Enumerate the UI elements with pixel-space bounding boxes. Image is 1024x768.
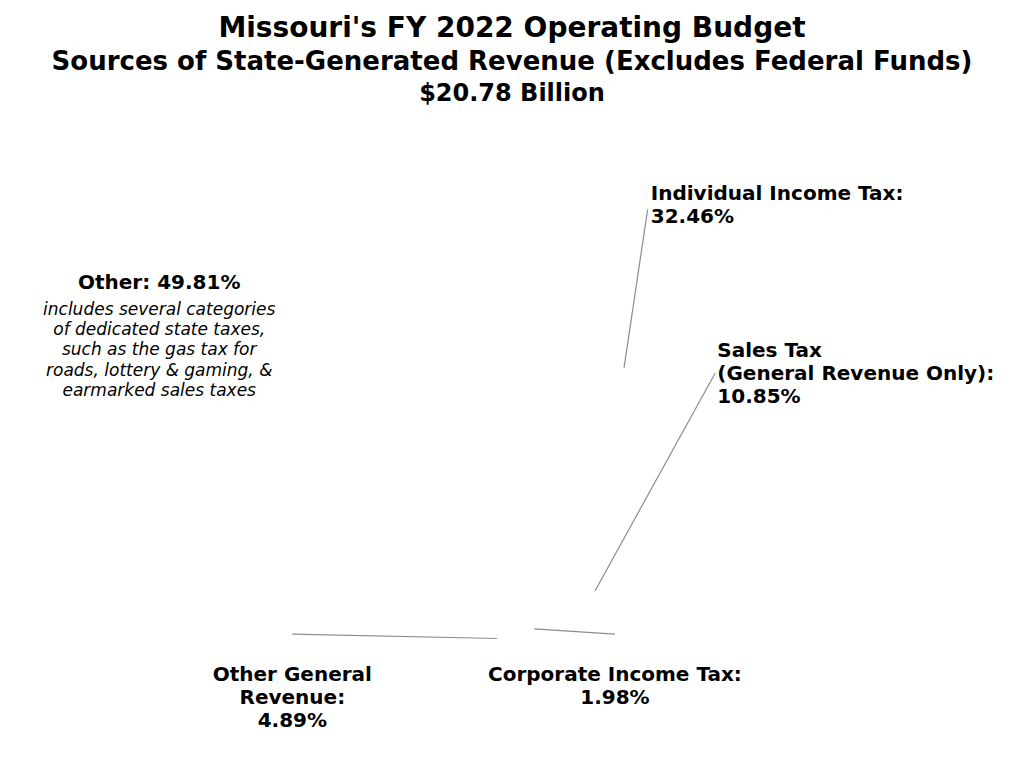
svg-text:Sales Tax(General Revenue Only: Sales Tax(General Revenue Only):10.85% bbox=[717, 338, 994, 408]
svg-text:Other GeneralRevenue:4.89%: Other GeneralRevenue:4.89% bbox=[213, 662, 372, 732]
svg-text:Individual Income Tax:32.46%: Individual Income Tax:32.46% bbox=[651, 181, 904, 228]
svg-text:Other: 49.81%: Other: 49.81% bbox=[78, 270, 241, 294]
html-text:Missouri's FY 2022 Operating B: Missouri's FY 2022 Operating Budget bbox=[218, 11, 806, 44]
svg-text:Corporate Income Tax:1.98%: Corporate Income Tax:1.98% bbox=[488, 662, 742, 709]
html-text:Sources of State-Generated Rev: Sources of State-Generated Revenue (Excl… bbox=[51, 46, 973, 76]
html-text:$20.78 Billion: $20.78 Billion bbox=[419, 78, 605, 107]
svg-text:includes several categoriesof: includes several categoriesof dedicated … bbox=[43, 299, 275, 401]
